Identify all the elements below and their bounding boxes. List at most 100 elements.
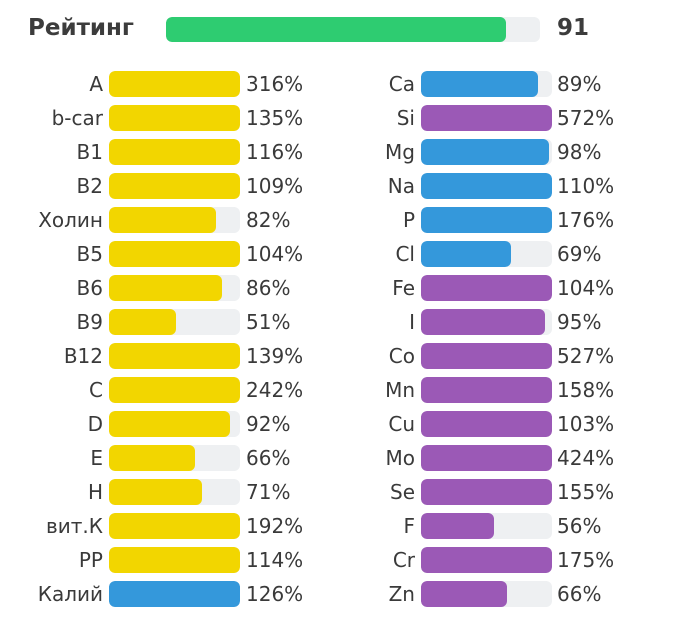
nutrient-row: Cl 69% [0,237,680,271]
nutrient-row: Si 572% [0,101,680,135]
nutrient-value: 175% [557,548,615,572]
nutrient-label: I [409,310,415,334]
nutrient-bar-track [421,309,552,335]
nutrient-label: Mg [385,140,415,164]
nutrient-label: Ca [388,72,415,96]
nutrient-value: 92% [246,412,291,436]
nutrient-bar-track [109,275,240,301]
nutrient-label: вит.К [46,514,103,538]
nutrient-row: I 95% [0,305,680,339]
nutrient-label: B2 [76,174,103,198]
nutrient-label: Co [388,344,415,368]
nutrient-row: Холин 82% [0,203,680,237]
nutrient-bar-track [109,581,240,607]
nutrient-row: H 71% [0,475,680,509]
nutrient-row: E 66% [0,441,680,475]
nutrient-row: C 242% [0,373,680,407]
nutrient-label: b-car [51,106,103,130]
nutrient-value: 158% [557,378,615,402]
nutrient-value: 56% [557,514,602,538]
nutrient-bar-fill [421,207,552,233]
nutrient-label: E [90,446,103,470]
nutrient-label: Fe [392,276,415,300]
nutrient-row: Cr 175% [0,543,680,577]
nutrient-label: P [402,208,415,232]
nutrient-value: 89% [557,72,602,96]
nutrient-label: Mn [385,378,415,402]
nutrient-bar-track [421,513,552,539]
nutrient-bar-fill [109,513,240,539]
nutrient-row: Na 110% [0,169,680,203]
nutrient-bar-track [109,479,240,505]
nutrient-bar-track [109,411,240,437]
nutrient-value: 139% [246,344,304,368]
nutrient-row: Mo 424% [0,441,680,475]
rating-label: Рейтинг [28,15,134,41]
nutrient-label: B12 [63,344,103,368]
nutrient-bar-track [109,377,240,403]
nutrient-bar-fill [421,173,552,199]
nutrient-label: Mo [385,446,416,470]
nutrient-label: B6 [76,276,103,300]
nutrient-value: 95% [557,310,602,334]
nutrient-label: Zn [388,582,415,606]
nutrient-bar-fill [109,411,230,437]
nutrient-value: 242% [246,378,304,402]
nutrient-bar-fill [109,173,240,199]
nutrient-row: Co 527% [0,339,680,373]
nutrient-row: F 56% [0,509,680,543]
nutrient-label: B9 [76,310,103,334]
nutrient-bar-fill [109,343,240,369]
nutrient-bar-track [109,173,240,199]
nutrient-value: 86% [246,276,291,300]
nutrient-row: B1 116% [0,135,680,169]
nutrient-bar-track [421,139,552,165]
nutrient-bar-track [421,275,552,301]
nutrient-value: 176% [557,208,615,232]
nutrient-bar-track [109,139,240,165]
nutrient-row: B9 51% [0,305,680,339]
nutrient-value: 69% [557,242,602,266]
nutrient-bar-track [421,411,552,437]
nutrient-row: Fe 104% [0,271,680,305]
nutrient-label: Se [390,480,415,504]
nutrient-label: F [403,514,415,538]
nutrient-bar-fill [421,479,552,505]
nutrient-row: P 176% [0,203,680,237]
nutrient-row: Mg 98% [0,135,680,169]
nutrient-bar-fill [109,309,176,335]
nutrient-bar-track [421,581,552,607]
nutrient-label: H [87,480,103,504]
nutrient-bar-track [109,71,240,97]
nutrient-row: Cu 103% [0,407,680,441]
nutrient-label: Cu [388,412,415,436]
nutrient-bar-fill [421,513,495,539]
nutrient-bar-fill [421,105,552,131]
nutrient-value: 192% [246,514,304,538]
nutrient-value: 135% [246,106,304,130]
nutrient-value: 114% [246,548,304,572]
nutrient-row: B2 109% [0,169,680,203]
nutrient-value: 66% [557,582,602,606]
nutrient-value: 110% [557,174,615,198]
nutrient-bar-fill [109,139,240,165]
nutrient-bar-track [109,241,240,267]
nutrient-row: D 92% [0,407,680,441]
nutrient-value: 71% [246,480,291,504]
nutrient-bar-fill [109,581,240,607]
nutrient-value: 104% [557,276,615,300]
nutrient-bar-fill [109,547,240,573]
nutrient-bar-track [421,479,552,505]
nutrient-value: 82% [246,208,291,232]
nutrient-bar-track [421,241,552,267]
nutrient-row: B12 139% [0,339,680,373]
nutrient-bar-track [421,173,552,199]
nutrient-label: B5 [76,242,103,266]
nutrient-value: 109% [246,174,304,198]
nutrient-row: Калий 126% [0,577,680,611]
nutrient-bar-fill [109,105,240,131]
nutrient-label: Si [396,106,415,130]
nutrient-value: 51% [246,310,291,334]
rating-value: 91 [557,15,590,41]
nutrient-label: Холин [38,208,103,232]
